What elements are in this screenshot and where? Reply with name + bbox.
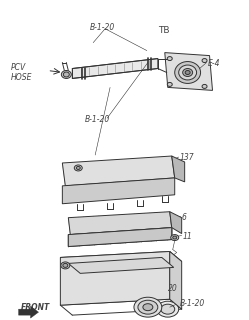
Ellipse shape <box>138 300 158 314</box>
Ellipse shape <box>63 72 69 77</box>
Ellipse shape <box>76 166 80 170</box>
Polygon shape <box>68 228 172 246</box>
Text: B-1-20: B-1-20 <box>180 299 205 308</box>
Ellipse shape <box>173 236 177 239</box>
Ellipse shape <box>179 65 197 80</box>
Polygon shape <box>62 156 175 186</box>
Text: 20: 20 <box>168 284 178 293</box>
Text: 137: 137 <box>180 153 194 162</box>
Text: TB: TB <box>158 26 169 35</box>
Text: B-1-20: B-1-20 <box>90 23 116 32</box>
Polygon shape <box>60 252 182 268</box>
Polygon shape <box>165 52 212 90</box>
Polygon shape <box>170 252 182 309</box>
Text: E-4: E-4 <box>207 59 220 68</box>
Polygon shape <box>68 258 174 273</box>
Polygon shape <box>72 59 158 78</box>
Ellipse shape <box>161 304 175 314</box>
Ellipse shape <box>202 84 207 88</box>
Ellipse shape <box>157 301 179 317</box>
Ellipse shape <box>134 297 162 317</box>
Ellipse shape <box>63 263 68 268</box>
Polygon shape <box>170 212 182 234</box>
Ellipse shape <box>185 70 190 75</box>
Ellipse shape <box>74 165 82 171</box>
Ellipse shape <box>61 262 70 269</box>
Text: 11: 11 <box>183 232 192 241</box>
Ellipse shape <box>171 235 179 241</box>
Polygon shape <box>68 228 172 246</box>
Ellipse shape <box>183 68 193 76</box>
Ellipse shape <box>167 57 172 60</box>
Ellipse shape <box>61 70 71 78</box>
Text: 6: 6 <box>182 213 187 222</box>
Ellipse shape <box>143 304 153 311</box>
Ellipse shape <box>175 61 201 84</box>
Polygon shape <box>19 306 39 318</box>
Text: PCV
HOSE: PCV HOSE <box>11 62 32 82</box>
Ellipse shape <box>202 59 207 62</box>
Polygon shape <box>60 252 170 305</box>
Text: B-1-20: B-1-20 <box>85 115 111 124</box>
Polygon shape <box>62 178 175 204</box>
Text: FRONT: FRONT <box>21 303 50 312</box>
Ellipse shape <box>167 83 172 86</box>
Polygon shape <box>172 156 185 182</box>
Polygon shape <box>68 212 172 235</box>
